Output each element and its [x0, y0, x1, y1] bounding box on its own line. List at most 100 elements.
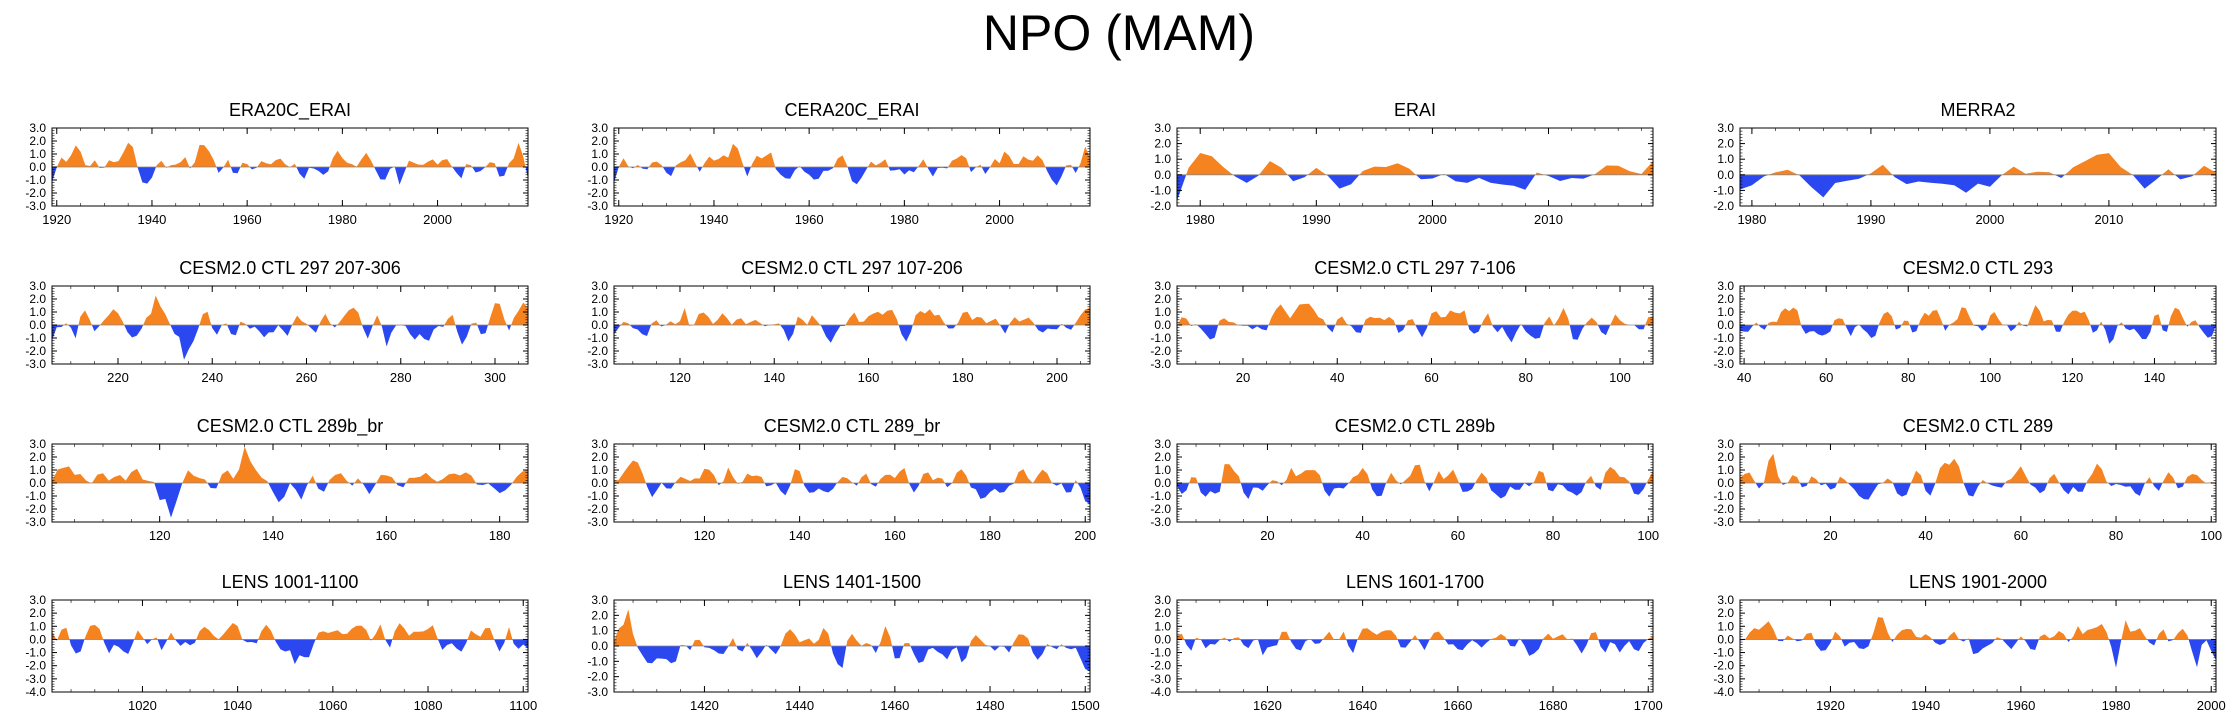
xtick-label: 100	[1637, 528, 1659, 543]
xtick-label: 180	[979, 528, 1001, 543]
xtick-label: 1040	[223, 698, 252, 713]
ytick-label: -2.0	[1713, 659, 1734, 673]
ytick-label: 2.0	[29, 134, 46, 148]
xtick-label: 1060	[318, 698, 347, 713]
xtick-label: 1980	[890, 212, 919, 227]
ytick-label: 2.0	[1717, 606, 1734, 620]
xtick-label: 60	[1819, 370, 1833, 385]
xtick-label: 1640	[1348, 698, 1377, 713]
panel-title: LENS 1401-1500	[783, 572, 921, 592]
xtick-label: 120	[669, 370, 691, 385]
ytick-label: 0.0	[1717, 476, 1734, 490]
ytick-label: -2.0	[25, 186, 46, 200]
ytick-label: 3.0	[29, 593, 46, 607]
ytick-label: 0.0	[591, 318, 608, 332]
xtick-label: 1920	[42, 212, 71, 227]
ytick-label: 3.0	[591, 121, 608, 135]
ytick-label: -2.0	[587, 670, 608, 684]
ytick-label: -1.0	[25, 173, 46, 187]
ytick-label: -4.0	[1713, 685, 1734, 699]
negative-area	[1740, 483, 2216, 500]
ytick-label: 2.0	[1154, 606, 1171, 620]
xtick-label: 1960	[795, 212, 824, 227]
panel-2: ERAI 3.0 2.01.0 0.0-1.0 -2.0 1980 1990 2000 2010	[1150, 100, 1654, 227]
xtick-label: 240	[201, 370, 223, 385]
xtick-label: 40	[1737, 370, 1751, 385]
ytick-label: -3.0	[25, 357, 46, 371]
panel-10: CESM2.0 CTL 289b 3.02.01.00.0-1.0-2.0-3.0…	[1150, 416, 1659, 543]
ytick-label: -1.0	[25, 331, 46, 345]
panel-title: CESM2.0 CTL 297 107-206	[741, 258, 962, 278]
ytick-label: 3.0	[29, 121, 46, 135]
negative-area	[52, 325, 528, 360]
ytick-label: -3.0	[1150, 672, 1171, 686]
ytick-label: 1.0	[591, 147, 608, 161]
xtick-label: 60	[2014, 528, 2028, 543]
xtick-label: 180	[489, 528, 511, 543]
panel-11: CESM2.0 CTL 289 3.02.01.00.0-1.0-2.0-3.0 2…	[1713, 416, 2222, 543]
panel-title: CESM2.0 CTL 289	[1903, 416, 2053, 436]
positive-area	[614, 307, 1090, 325]
xtick-label: 120	[2062, 370, 2084, 385]
xtick-label: 1460	[880, 698, 909, 713]
panel-14: LENS 1601-1700 3.02.01.00.0-1.0-2.0-3.0-4…	[1150, 572, 1662, 713]
negative-area	[614, 646, 1090, 672]
ytick-label: -3.0	[587, 357, 608, 371]
xtick-label: 1920	[1816, 698, 1845, 713]
ytick-label: 0.0	[1154, 168, 1171, 182]
ytick-label: -2.0	[1713, 502, 1734, 516]
ytick-label: -3.0	[25, 199, 46, 213]
panel-1: CERA20C_ERAI 3.02.01.00.0-1.0-2.0-3.01920…	[587, 100, 1091, 227]
ytick-label: -1.0	[1150, 183, 1171, 197]
ytick-label: 2.0	[1154, 292, 1171, 306]
positive-area	[1768, 153, 2216, 175]
positive-area	[1177, 628, 1653, 640]
ytick-label: 1.0	[1717, 619, 1734, 633]
positive-area	[52, 142, 528, 167]
xtick-label: 1960	[2006, 698, 2035, 713]
panel-title: CESM2.0 CTL 293	[1903, 258, 2053, 278]
xtick-label: 160	[884, 528, 906, 543]
xtick-label: 1020	[128, 698, 157, 713]
positive-area	[1740, 453, 2216, 483]
ytick-label: 0.0	[1154, 476, 1171, 490]
ytick-label: -1.0	[587, 173, 608, 187]
negative-area	[1740, 325, 2216, 344]
ytick-label: 1.0	[1717, 463, 1734, 477]
ytick-label: 1.0	[29, 147, 46, 161]
xtick-label: 1440	[785, 698, 814, 713]
xtick-label: 200	[1046, 370, 1068, 385]
positive-area	[614, 609, 1090, 646]
panel-12: LENS 1001-1100 3.02.01.00.0-1.0-2.0-3.0-4…	[25, 572, 537, 713]
xtick-label: 1680	[1539, 698, 1568, 713]
xtick-label: 1700	[1634, 698, 1663, 713]
ytick-label: 1.0	[1154, 305, 1171, 319]
ytick-label: 2.0	[1717, 450, 1734, 464]
ytick-label: 2.0	[1717, 137, 1734, 151]
ytick-label: 3.0	[1154, 279, 1171, 293]
xtick-label: 1990	[1856, 212, 1885, 227]
panel-5: CESM2.0 CTL 297 107-2063.02.01.00.0-1.0-…	[587, 258, 1091, 385]
xtick-label: 100	[1609, 370, 1631, 385]
positive-area	[1177, 464, 1653, 483]
ytick-label: 3.0	[1154, 121, 1171, 135]
negative-area	[52, 483, 528, 518]
ytick-label: 0.0	[29, 318, 46, 332]
ytick-label: -1.0	[1713, 331, 1734, 345]
ytick-label: 1.0	[29, 619, 46, 633]
ytick-label: -1.0	[1150, 489, 1171, 503]
ytick-label: -1.0	[1713, 646, 1734, 660]
ytick-label: 1.0	[591, 463, 608, 477]
xtick-label: 2000	[1975, 212, 2004, 227]
ytick-label: 2.0	[1717, 292, 1734, 306]
ytick-label: -1.0	[1150, 331, 1171, 345]
xtick-label: 40	[1330, 370, 1344, 385]
xtick-label: 140	[763, 370, 785, 385]
ytick-label: -3.0	[587, 199, 608, 213]
xtick-label: 80	[1901, 370, 1915, 385]
ytick-label: 0.0	[1154, 632, 1171, 646]
ytick-label: -2.0	[1150, 502, 1171, 516]
positive-area	[1186, 153, 1653, 175]
ytick-label: -2.0	[1713, 344, 1734, 358]
